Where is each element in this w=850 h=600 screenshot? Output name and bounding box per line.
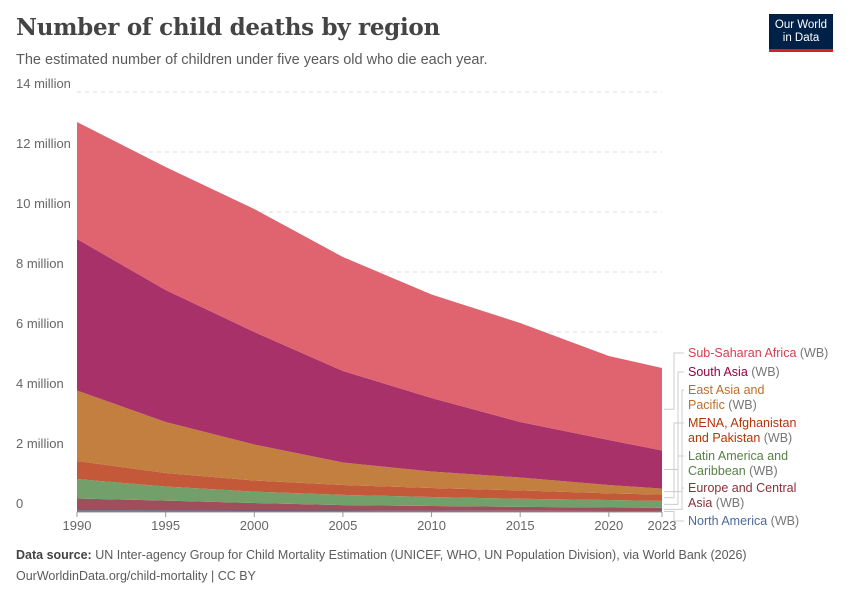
y-tick-label: 2 million	[16, 436, 64, 451]
x-tick-label: 1995	[151, 518, 180, 533]
chart-subtitle: The estimated number of children under f…	[16, 52, 488, 68]
x-tick-label: 2015	[506, 518, 535, 533]
chart-title: Number of child deaths by region	[16, 14, 440, 41]
y-tick-label: 6 million	[16, 316, 64, 331]
owid-logo[interactable]: Our World in Data	[769, 14, 833, 52]
legend-connector	[664, 510, 684, 522]
legend-label: Latin America and Caribbean (WB)	[688, 449, 788, 478]
area-mena-afghanistan-and-pakistan	[77, 461, 662, 501]
y-tick-label: 4 million	[16, 376, 64, 391]
x-tick-label: 2023	[648, 518, 677, 533]
legend-label: South Asia (WB)	[688, 365, 780, 379]
legend-label: Europe and Central Asia (WB)	[688, 481, 796, 510]
legend-label: MENA, Afghanistan and Pakistan (WB)	[688, 416, 796, 445]
area-latin-america-and-caribbean	[77, 479, 662, 508]
y-tick-label: 0	[16, 496, 23, 511]
legend-label: Sub-Saharan Africa (WB)	[688, 346, 828, 360]
x-tick-label: 2005	[328, 518, 357, 533]
x-tick-label: 2010	[417, 518, 446, 533]
x-tick-label: 2020	[594, 518, 623, 533]
legend-connector	[664, 487, 684, 510]
y-tick-label: 10 million	[16, 196, 71, 211]
legend-label: North America (WB)	[688, 514, 799, 528]
area-south-asia	[77, 239, 662, 489]
legend-connector	[664, 389, 684, 493]
data-source: Data source: UN Inter-agency Group for C…	[16, 548, 747, 562]
source-url[interactable]: OurWorldinData.org/child-mortality | CC …	[16, 569, 256, 583]
legend-label: East Asia and Pacific (WB)	[688, 383, 764, 412]
y-tick-label: 14 million	[16, 76, 71, 91]
x-tick-label: 2000	[240, 518, 269, 533]
area-east-asia-and-pacific	[77, 390, 662, 495]
legend-connector	[664, 455, 684, 505]
legend-connector	[664, 422, 684, 499]
legend-connector	[664, 371, 684, 471]
y-tick-label: 12 million	[16, 136, 71, 151]
area-europe-and-central-asia	[77, 498, 662, 511]
x-tick-label: 1990	[63, 518, 92, 533]
y-tick-label: 8 million	[16, 256, 64, 271]
area-sub-saharan-africa	[77, 122, 662, 451]
legend-connector	[664, 352, 684, 410]
